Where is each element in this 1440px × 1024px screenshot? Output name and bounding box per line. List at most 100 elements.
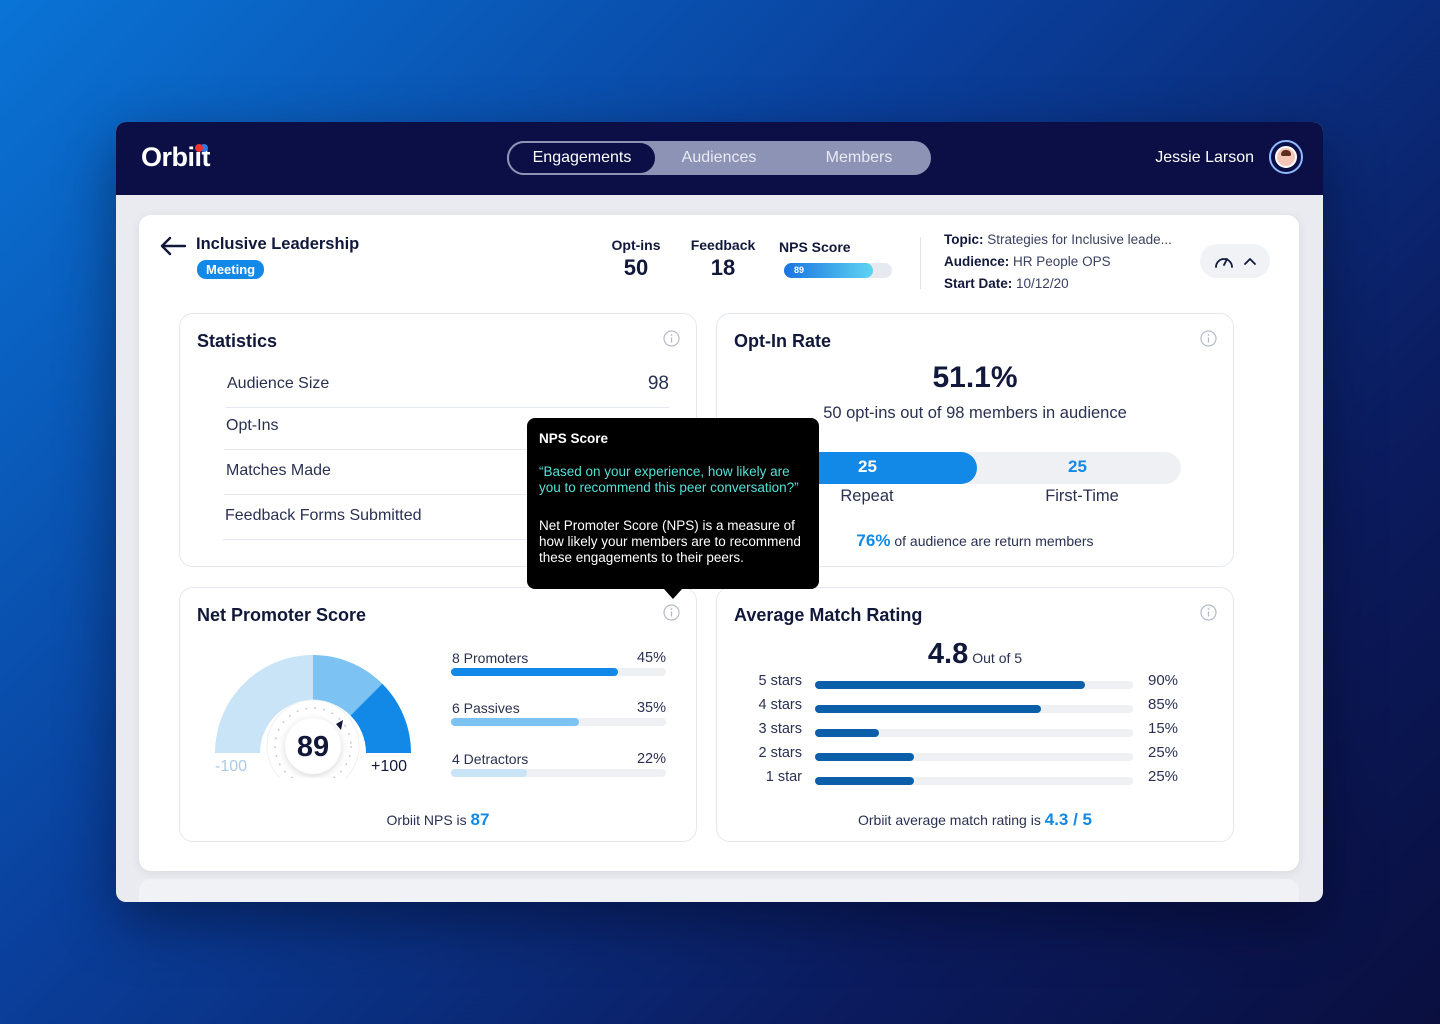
statistics-title: Statistics [197, 331, 278, 351]
info-icon[interactable] [1200, 330, 1217, 347]
nps-row-track [451, 668, 666, 676]
audience-label: Audience: [944, 254, 1010, 269]
orbiit-nps-text: Orbiit NPS is [386, 812, 467, 828]
star-row-fill [815, 753, 914, 761]
nps-score: 89 [297, 731, 329, 763]
nps-mini-value: 89 [794, 265, 805, 275]
star-row-fill [815, 777, 914, 785]
nps-mini-bar: 89 [784, 263, 892, 278]
nps-row-label: 4 Detractors [452, 751, 529, 767]
stat-row-feedback-forms: Feedback Forms Submitted [223, 495, 667, 540]
info-icon[interactable] [663, 330, 680, 347]
nps-row-label: 6 Passives [452, 700, 520, 716]
optin-percent: 51.1% [932, 361, 1018, 394]
collapse-toggle-button[interactable] [1200, 244, 1270, 278]
orbiit-logo[interactable]: Orbiit [141, 142, 211, 172]
star-row-fill [815, 681, 1086, 689]
orbiit-nps-note: Orbiit NPS is 87 [180, 810, 696, 830]
topic-meta: Topic: Strategies for Inclusive leade... [944, 232, 1172, 247]
orbiit-rating-note: Orbiit average match rating is 4.3 / 5 [717, 810, 1233, 830]
rating-value: 4.8 [927, 638, 969, 670]
star-row-pct: 90% [1148, 672, 1179, 689]
nps-tooltip: NPS Score “Based on your experience, how… [527, 418, 819, 599]
stat-row-audience-size: Audience Size 98 [225, 363, 669, 408]
return-text: of audience are return members [894, 533, 1094, 549]
top-navigation-bar: Orbiit Engagements Audiences Members Jes… [116, 122, 1323, 195]
stat-row-matches-made: Matches Made [224, 450, 668, 495]
feedback-summary: Feedback 18 [687, 237, 759, 281]
star-row-label: 3 stars [758, 721, 802, 737]
nps-row-pct: 45% [636, 650, 666, 666]
tab-engagements[interactable]: Engagements [507, 141, 657, 175]
optin-rate-panel: Opt-In Rate 51.1% 50 opt-ins out of 98 m… [716, 313, 1234, 567]
tooltip-quote: “Based on your experience, how likely ar… [539, 464, 799, 495]
repeat-label: Repeat [840, 487, 894, 505]
orbiit-nps-value: 87 [470, 810, 490, 829]
gauge-detractor-segment [215, 655, 313, 753]
nav-tabs: Engagements Audiences Members [507, 141, 931, 175]
tooltip-title: NPS Score [539, 431, 609, 446]
nps-label: NPS Score [779, 239, 851, 255]
engagement-card: Inclusive Leadership Meeting Opt-ins 50 … [139, 215, 1299, 871]
stat-label: Matches Made [226, 462, 331, 479]
user-name[interactable]: Jessie Larson [1155, 149, 1254, 166]
star-row-pct: 25% [1148, 744, 1179, 761]
nps-title: Net Promoter Score [197, 605, 367, 625]
avatar[interactable] [1269, 140, 1303, 174]
star-row-fill [815, 705, 1041, 713]
nps-panel: Net Promoter Score 89 -100 +100 8 Promot… [179, 587, 697, 842]
nps-row-track [451, 718, 666, 726]
star-row-label: 2 stars [758, 745, 802, 761]
nps-row-label: 8 Promoters [452, 650, 529, 666]
repeat-value: 25 [858, 457, 877, 476]
info-icon[interactable] [1200, 604, 1217, 621]
engagement-title: Inclusive Leadership [196, 235, 360, 253]
tab-audiences[interactable]: Audiences [681, 149, 757, 166]
gauge-min-label: -100 [215, 758, 248, 775]
star-row-track [815, 729, 1133, 737]
nps-row-fill [451, 769, 527, 777]
tooltip-body: Net Promoter Score (NPS) is a measure of… [539, 518, 801, 565]
gauge-passive-segment [313, 655, 383, 716]
star-row-pct: 25% [1148, 768, 1179, 785]
gauge-icon [1215, 258, 1233, 268]
optins-value: 50 [623, 255, 649, 280]
orbiit-rating-value: 4.3 / 5 [1044, 810, 1092, 829]
nps-row-track [451, 769, 666, 777]
nps-gauge: 89 [215, 655, 411, 778]
chevron-up-icon [1244, 258, 1256, 265]
topic-label: Topic: [944, 232, 984, 247]
star-row-track [815, 753, 1133, 761]
app-window: Orbiit Engagements Audiences Members Jes… [116, 122, 1323, 902]
start-date-value: 10/12/20 [1016, 276, 1069, 291]
gauge-max-label: +100 [371, 758, 408, 775]
rating-out-of: Out of 5 [972, 650, 1023, 666]
stat-value: 98 [647, 373, 669, 394]
nps-mini-bar-fill [784, 263, 873, 278]
feedback-label: Feedback [690, 237, 756, 253]
match-rating-panel: Average Match Rating 4.8 Out of 5 5 stars… [716, 587, 1234, 842]
tab-members[interactable]: Members [825, 149, 893, 166]
nps-row-fill [451, 668, 618, 676]
star-row-track [815, 705, 1133, 713]
optins-label: Opt-ins [611, 237, 661, 253]
audience-value: HR People OPS [1013, 254, 1111, 269]
star-row-pct: 15% [1148, 720, 1179, 737]
next-card-peek [139, 879, 1299, 902]
return-percent: 76% [856, 531, 891, 550]
nps-summary: NPS Score [779, 239, 865, 255]
gauge-promoter-segment [350, 683, 411, 753]
star-row-fill [815, 729, 879, 737]
header-divider [920, 237, 921, 289]
back-arrow-icon[interactable] [159, 235, 187, 257]
star-row-track [815, 777, 1133, 785]
optin-subtitle: 50 opt-ins out of 98 members in audience [823, 404, 1127, 422]
info-icon[interactable] [663, 604, 680, 621]
optins-summary: Opt-ins 50 [601, 237, 671, 281]
stat-label: Opt-Ins [226, 417, 279, 434]
stat-label: Feedback Forms Submitted [225, 507, 422, 524]
orbiit-rating-text: Orbiit average match rating is [857, 812, 1041, 828]
match-rating-score: 4.8 Out of 5 [717, 638, 1233, 671]
start-date-label: Start Date: [944, 276, 1013, 291]
return-members-note: 76% of audience are return members [717, 531, 1233, 551]
